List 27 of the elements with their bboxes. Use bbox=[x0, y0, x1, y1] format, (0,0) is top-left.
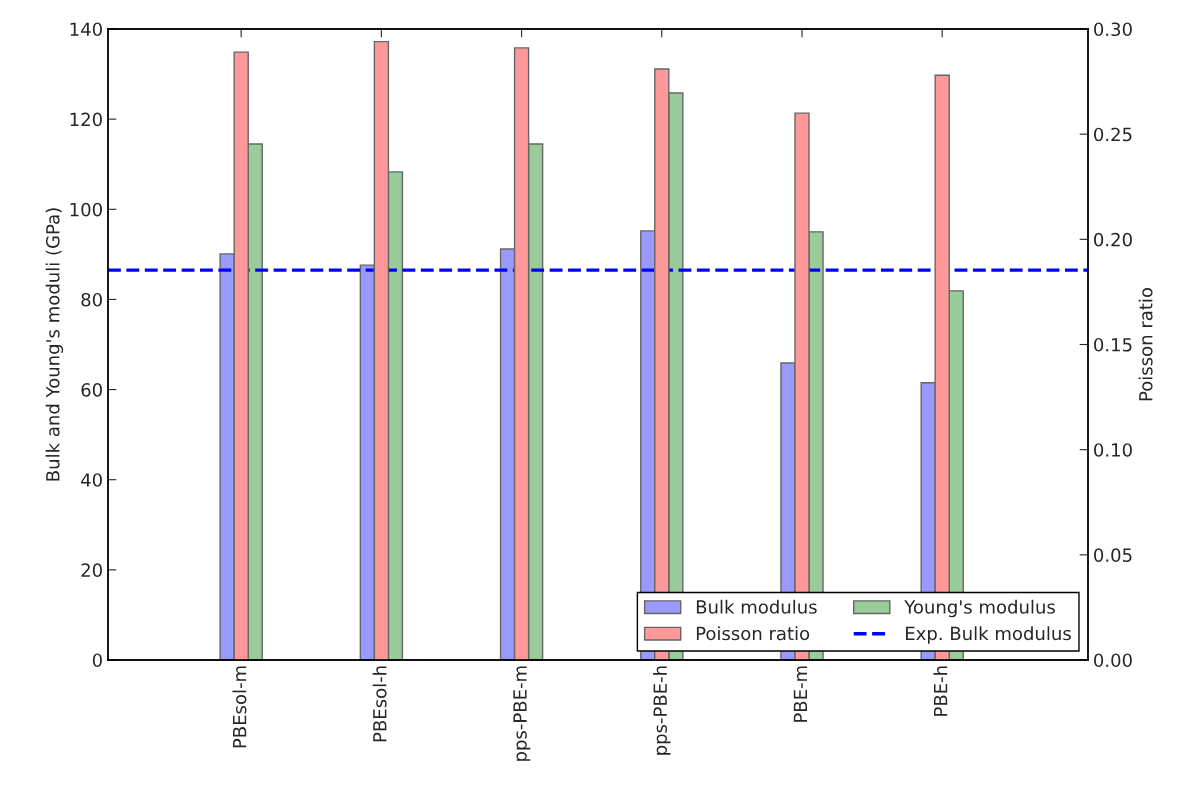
y2-tick-label: 0.15 bbox=[1094, 337, 1132, 352]
legend-label: Young's modulus bbox=[904, 599, 1055, 618]
y2-tick-label: 0.25 bbox=[1094, 127, 1132, 142]
x-tick-label: PBEsol-m bbox=[232, 666, 247, 748]
y2-axis-title: Poisson ratio bbox=[1138, 288, 1153, 401]
y-tick-label: 100 bbox=[70, 202, 102, 217]
y-tick-label: 80 bbox=[81, 292, 102, 307]
y2-tick-label: 0.30 bbox=[1094, 22, 1132, 37]
x-tick-label: pps-PBE-m bbox=[513, 666, 531, 761]
y-tick-label: 20 bbox=[81, 563, 102, 577]
y2-tick-label: 0.00 bbox=[1094, 653, 1132, 668]
legend-label: Poisson ratio bbox=[696, 626, 810, 641]
y-tick-label: 140 bbox=[70, 22, 102, 37]
x-tick-label: PBE-m bbox=[793, 666, 807, 722]
x-tick-label: pps-PBE-h bbox=[653, 666, 671, 755]
y-tick-label: 40 bbox=[81, 473, 102, 487]
y-tick-label: 120 bbox=[70, 112, 102, 127]
y-tick-label: 0 bbox=[92, 653, 102, 668]
legend-label: Bulk modulus bbox=[696, 599, 817, 614]
y2-tick-label: 0.10 bbox=[1094, 443, 1132, 457]
y-tick-label: 60 bbox=[81, 383, 102, 397]
legend-label: Exp. Bulk modulus bbox=[906, 626, 1071, 644]
x-tick-label: PBEsol-h bbox=[372, 666, 387, 742]
x-tick-label: PBE-h bbox=[933, 666, 948, 716]
y-axis-title: Bulk and Young's moduli (GPa) bbox=[45, 208, 64, 481]
y2-tick-label: 0.05 bbox=[1094, 548, 1132, 562]
y2-tick-label: 0.20 bbox=[1094, 232, 1132, 247]
